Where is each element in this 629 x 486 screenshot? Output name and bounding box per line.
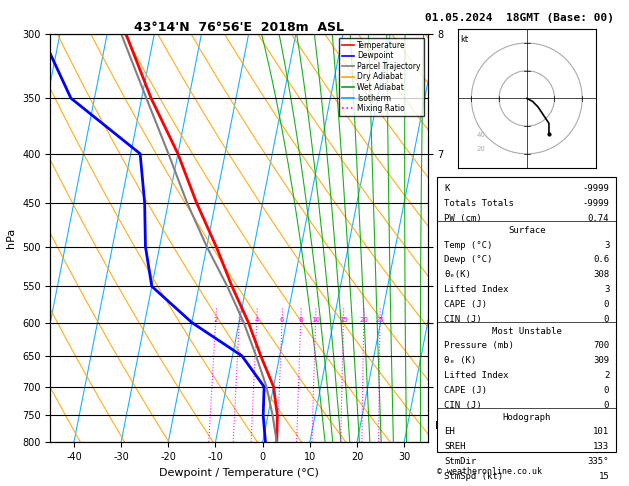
Text: 0.74: 0.74 — [587, 214, 610, 223]
Text: 10: 10 — [311, 316, 320, 323]
Text: Dewp (°C): Dewp (°C) — [444, 256, 493, 264]
Text: Mixing Ratio (g/kg): Mixing Ratio (g/kg) — [468, 192, 478, 284]
Text: CAPE (J): CAPE (J) — [444, 386, 487, 395]
Text: 3: 3 — [604, 241, 610, 250]
Text: SREH: SREH — [444, 442, 466, 451]
Text: Lifted Index: Lifted Index — [444, 285, 509, 294]
Text: CAPE (J): CAPE (J) — [444, 300, 487, 309]
Text: 2: 2 — [213, 316, 218, 323]
Text: Most Unstable: Most Unstable — [492, 327, 562, 336]
Y-axis label: hPa: hPa — [6, 228, 16, 248]
Text: 15: 15 — [339, 316, 348, 323]
Text: 0.6: 0.6 — [593, 256, 610, 264]
Text: Temp (°C): Temp (°C) — [444, 241, 493, 250]
Text: 700: 700 — [593, 342, 610, 350]
Y-axis label: km
ASL: km ASL — [449, 229, 471, 247]
Text: 20: 20 — [359, 316, 368, 323]
Legend: Temperature, Dewpoint, Parcel Trajectory, Dry Adiabat, Wet Adiabat, Isotherm, Mi: Temperature, Dewpoint, Parcel Trajectory… — [339, 38, 424, 116]
Text: 133: 133 — [593, 442, 610, 451]
Text: 308: 308 — [593, 270, 610, 279]
Text: Lifted Index: Lifted Index — [444, 371, 509, 380]
Text: 2: 2 — [604, 371, 610, 380]
Text: -9999: -9999 — [582, 199, 610, 208]
Text: θₑ(K): θₑ(K) — [444, 270, 471, 279]
Text: CIN (J): CIN (J) — [444, 401, 482, 410]
Text: 6: 6 — [280, 316, 284, 323]
Text: -9999: -9999 — [582, 184, 610, 193]
Text: 0: 0 — [604, 315, 610, 324]
Text: CIN (J): CIN (J) — [444, 315, 482, 324]
Text: PW (cm): PW (cm) — [444, 214, 482, 223]
Text: 15: 15 — [599, 472, 610, 481]
Text: 4: 4 — [255, 316, 259, 323]
Text: 01.05.2024  18GMT (Base: 00): 01.05.2024 18GMT (Base: 00) — [425, 13, 613, 23]
Text: Totals Totals: Totals Totals — [444, 199, 514, 208]
Text: 3: 3 — [604, 285, 610, 294]
Text: 335°: 335° — [587, 457, 610, 466]
Text: StmSpd (kt): StmSpd (kt) — [444, 472, 503, 481]
Title: 43°14'N  76°56'E  2018m  ASL: 43°14'N 76°56'E 2018m ASL — [134, 21, 344, 34]
Text: 0: 0 — [604, 386, 610, 395]
Text: 101: 101 — [593, 427, 610, 436]
Text: 0: 0 — [604, 300, 610, 309]
Text: K: K — [444, 184, 450, 193]
Text: StmDir: StmDir — [444, 457, 477, 466]
Text: kt: kt — [460, 35, 469, 44]
Text: 25: 25 — [376, 316, 384, 323]
Text: Surface: Surface — [508, 226, 545, 235]
Text: 8: 8 — [298, 316, 303, 323]
X-axis label: Dewpoint / Temperature (°C): Dewpoint / Temperature (°C) — [159, 468, 319, 478]
Text: Hodograph: Hodograph — [503, 413, 551, 421]
Text: © weatheronline.co.uk: © weatheronline.co.uk — [437, 467, 542, 476]
Text: 40: 40 — [477, 132, 486, 138]
Text: 309: 309 — [593, 356, 610, 365]
Text: 0: 0 — [604, 401, 610, 410]
Text: EH: EH — [444, 427, 455, 436]
Text: 20: 20 — [477, 146, 486, 152]
Text: θₑ (K): θₑ (K) — [444, 356, 477, 365]
Text: LCL: LCL — [435, 421, 452, 432]
Text: 3: 3 — [237, 316, 242, 323]
Text: Pressure (mb): Pressure (mb) — [444, 342, 514, 350]
